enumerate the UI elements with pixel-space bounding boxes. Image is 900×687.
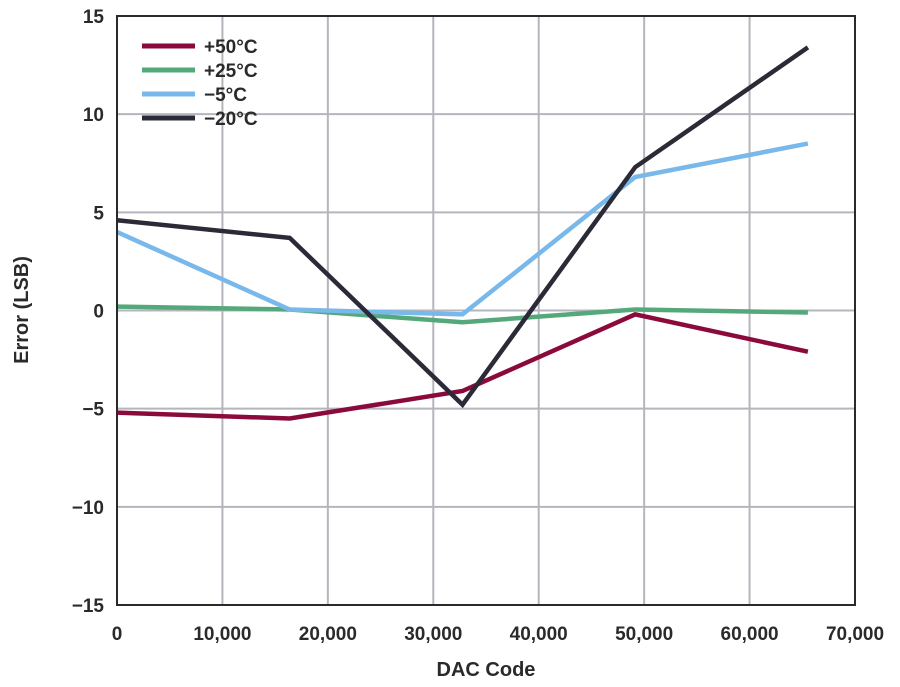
y-tick-labels: 15 10 5 0 −5 −10 −15 bbox=[72, 7, 105, 617]
y-tick-label: 15 bbox=[83, 7, 105, 28]
series-line bbox=[116, 312, 809, 421]
x-tick-label: 60,000 bbox=[721, 624, 779, 645]
y-tick-label: −15 bbox=[72, 596, 105, 617]
x-tick-label: 20,000 bbox=[299, 624, 357, 645]
legend: +50°C +25°C −5°C −20°C bbox=[142, 37, 258, 130]
legend-label: +50°C bbox=[204, 37, 258, 58]
series-line bbox=[116, 141, 809, 317]
legend-label: −5°C bbox=[204, 85, 247, 106]
legend-label: −20°C bbox=[204, 109, 258, 130]
series-line bbox=[116, 304, 808, 325]
x-tick-label: 10,000 bbox=[193, 624, 251, 645]
y-tick-label: 5 bbox=[93, 203, 104, 224]
x-tick-labels: 0 10,000 20,000 30,000 40,000 50,000 60,000 70,… bbox=[112, 624, 884, 645]
x-tick-label: 50,000 bbox=[615, 624, 673, 645]
series-line bbox=[116, 45, 810, 409]
legend-label: +25°C bbox=[204, 61, 258, 82]
x-tick-label: 40,000 bbox=[510, 624, 568, 645]
y-tick-label: 10 bbox=[83, 105, 104, 126]
y-tick-label: −10 bbox=[72, 498, 104, 519]
x-tick-label: 0 bbox=[112, 624, 123, 645]
x-tick-label: 30,000 bbox=[404, 624, 462, 645]
y-axis-title: Error (LSB) bbox=[11, 256, 33, 364]
x-axis-title: DAC Code bbox=[437, 659, 536, 681]
plot-frame bbox=[116, 15, 856, 606]
x-tick-label: 70,000 bbox=[826, 624, 884, 645]
y-tick-label: 0 bbox=[93, 302, 104, 323]
y-tick-label: −5 bbox=[82, 400, 104, 421]
series-lines bbox=[116, 45, 810, 421]
